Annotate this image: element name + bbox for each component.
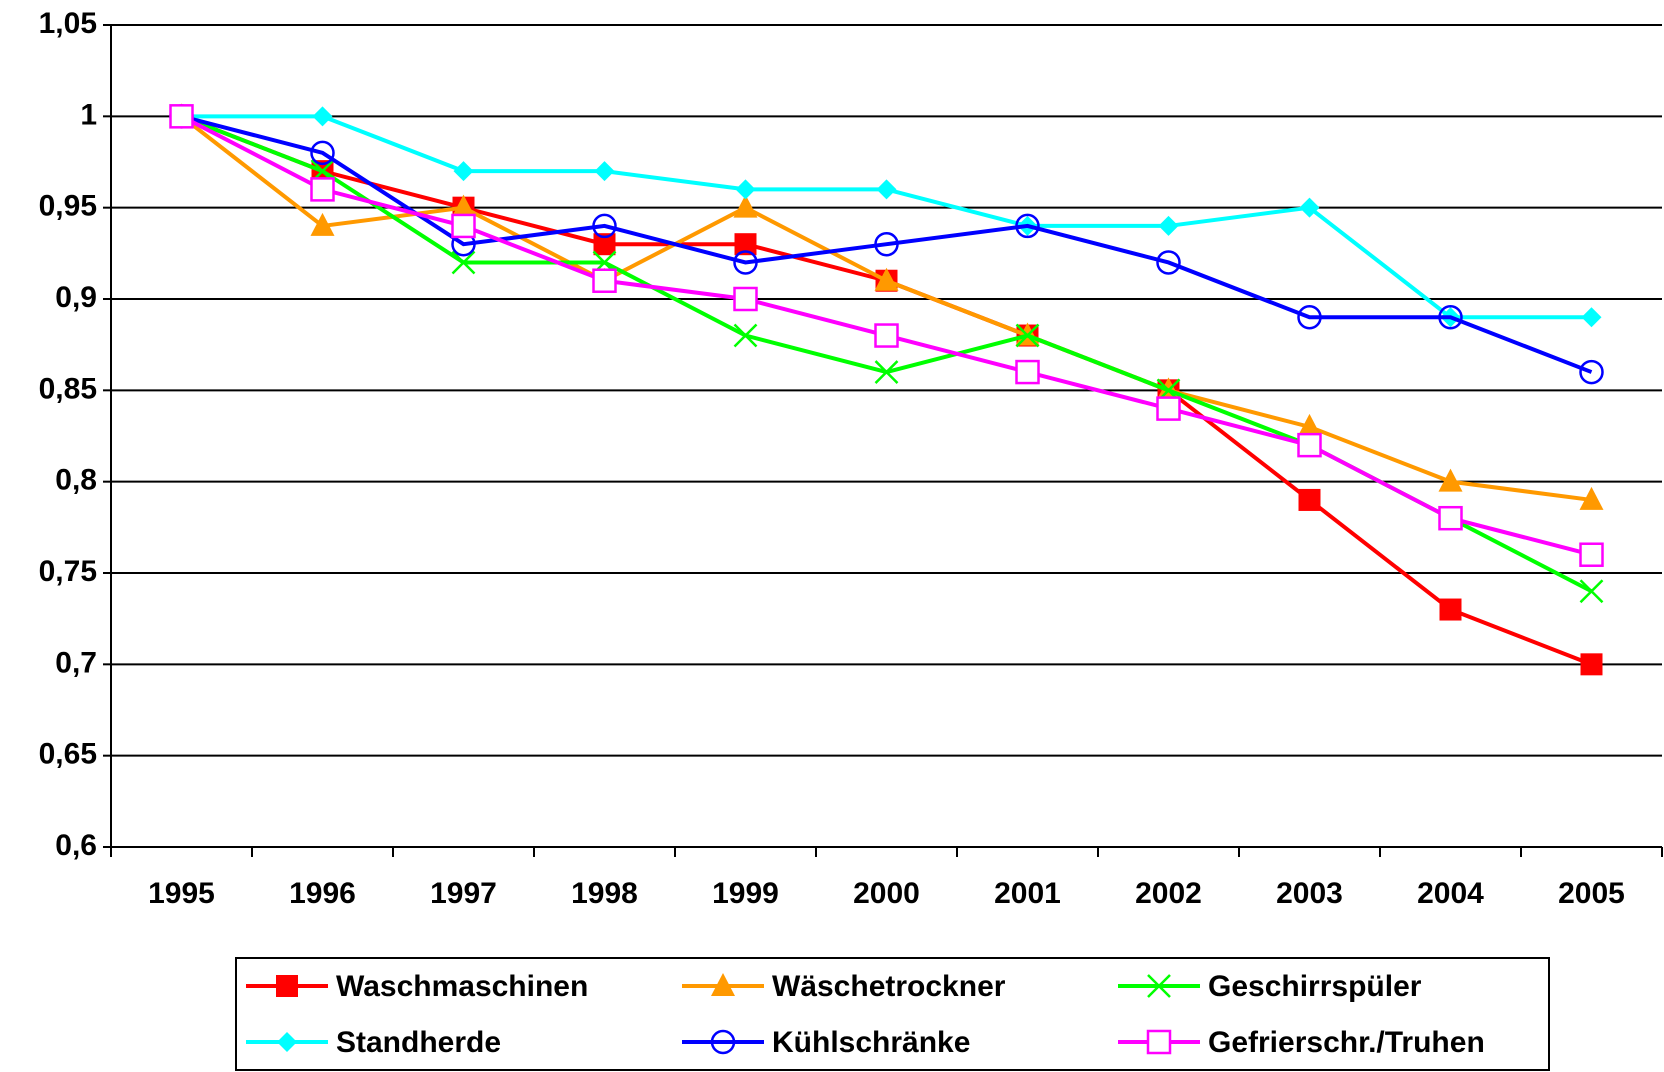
marker [312, 106, 333, 127]
marker [1156, 250, 1181, 275]
marker [592, 268, 617, 293]
marker [733, 250, 758, 275]
marker [710, 1029, 736, 1055]
marker [874, 231, 899, 257]
marker [1438, 505, 1463, 531]
marker [310, 177, 335, 202]
marker [1015, 213, 1040, 239]
marker [1297, 305, 1322, 330]
marker [277, 1032, 297, 1052]
y-tick-label: 1 [80, 98, 97, 131]
marker [1579, 579, 1604, 604]
marker [711, 973, 735, 996]
marker [876, 179, 897, 200]
y-tick-label: 0,85 [39, 372, 97, 405]
marker [1438, 305, 1463, 330]
marker [1297, 413, 1322, 437]
x-tick-label: 1998 [571, 877, 638, 910]
marker [733, 323, 758, 348]
marker [733, 194, 758, 218]
legend-label: Standherde [336, 1026, 501, 1059]
marker [1146, 1029, 1172, 1055]
marker [276, 975, 298, 997]
marker [310, 212, 335, 236]
y-tick-label: 0,8 [55, 464, 97, 497]
x-tick-label: 2005 [1558, 877, 1625, 910]
series [169, 104, 1604, 567]
x-tick-label: 2003 [1276, 877, 1343, 910]
series-line [180, 114, 1592, 502]
marker [1015, 323, 1040, 348]
marker [1156, 396, 1181, 421]
marker [593, 233, 616, 256]
x-tick-label: 2000 [853, 877, 920, 910]
y-tick-label: 0,65 [39, 738, 97, 771]
marker [451, 194, 476, 218]
marker [735, 179, 756, 200]
x-tick-label: 2002 [1135, 877, 1202, 910]
x-tick-label: 1997 [430, 877, 497, 910]
x-tick-label: 2004 [1417, 877, 1484, 910]
marker [451, 213, 476, 239]
marker [1147, 974, 1171, 998]
marker [169, 104, 194, 129]
x-tick-label: 2001 [994, 877, 1061, 910]
x-tick-label: 1996 [289, 877, 356, 910]
marker [1581, 307, 1602, 328]
marker [451, 250, 476, 275]
marker [594, 161, 615, 182]
x-tick-label: 1999 [712, 877, 779, 910]
marker [1298, 488, 1321, 511]
y-tick-label: 0,9 [55, 281, 97, 314]
y-tick-label: 0,75 [39, 555, 97, 588]
marker [1579, 486, 1604, 510]
legend-label: Kühlschränke [772, 1026, 970, 1059]
marker [453, 161, 474, 182]
y-tick-label: 0,6 [55, 829, 97, 862]
marker [1015, 359, 1040, 385]
y-tick-label: 0,95 [39, 190, 97, 223]
legend-label: Wäschetrockner [772, 970, 1006, 1003]
marker [1438, 468, 1463, 492]
legend-label: Geschirrspüler [1208, 970, 1422, 1003]
series [171, 106, 1602, 328]
marker [310, 140, 335, 166]
legend-box [235, 957, 1550, 1071]
marker [1297, 432, 1322, 458]
y-tick-label: 0,7 [55, 646, 97, 679]
y-tick-label: 1,05 [39, 7, 97, 40]
marker [1299, 197, 1320, 218]
marker [1580, 653, 1603, 676]
marker [1579, 542, 1604, 567]
marker [1579, 359, 1604, 385]
legend-label: Gefrierschr./Truhen [1208, 1026, 1485, 1059]
marker [592, 213, 617, 239]
marker [1158, 215, 1179, 236]
marker [874, 360, 899, 384]
x-tick-label: 1995 [148, 877, 215, 910]
marker [874, 267, 899, 291]
marker [1439, 598, 1462, 621]
marker [874, 323, 899, 348]
marker [733, 286, 758, 312]
marker [734, 233, 757, 256]
legend-label: Waschmaschinen [336, 970, 588, 1003]
series [169, 103, 1604, 510]
